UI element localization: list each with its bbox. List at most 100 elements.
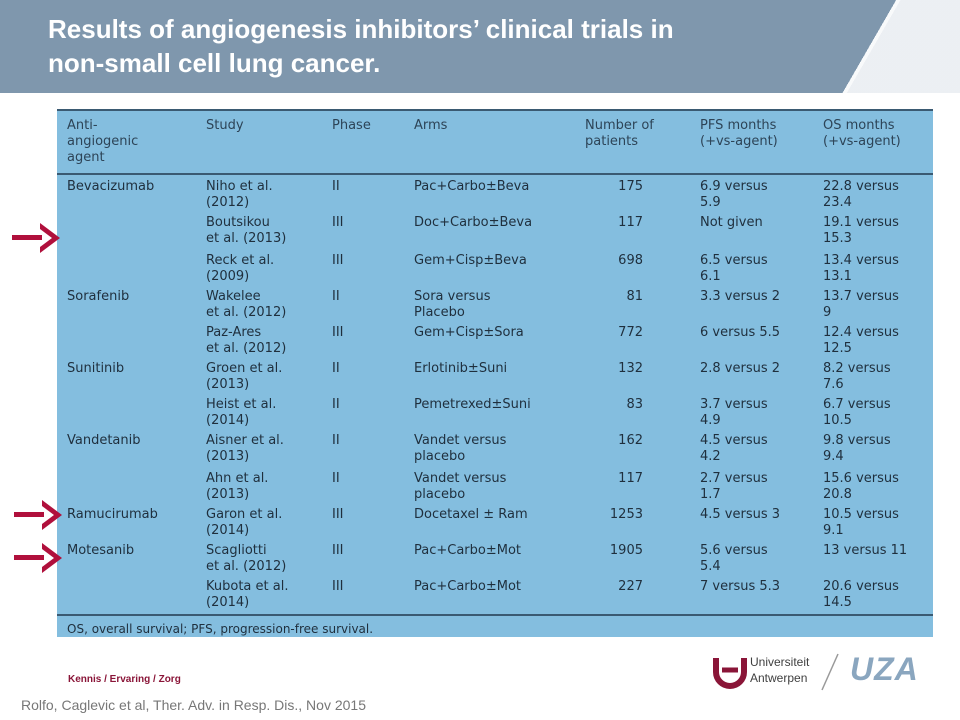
table-cell-arms: Doc+Carbo±Beva	[414, 215, 533, 230]
column-header: Study	[206, 118, 244, 133]
table-cell-os: 13.7 versus 9	[823, 289, 899, 320]
table-cell-phase: II	[332, 397, 340, 412]
tagline: Kennis / Ervaring / Zorg	[68, 674, 181, 685]
table-bottom-rule	[57, 614, 933, 616]
table-cell-phase: II	[332, 179, 340, 194]
table-cell-study: Garon et al. (2014)	[206, 507, 283, 538]
table-cell-study: Aisner et al. (2013)	[206, 433, 284, 464]
uantwerp-emblem-icon	[713, 658, 747, 689]
column-header: Phase	[332, 118, 371, 133]
table-cell-pfs: 2.7 versus 1.7	[700, 471, 768, 502]
table-cell-os: 19.1 versus 15.3	[823, 215, 899, 246]
table-cell-pfs: Not given	[700, 215, 763, 230]
table-cell-pfs: 3.3 versus 2	[700, 289, 781, 304]
table-cell-study: Paz-Ares et al. (2012)	[206, 325, 287, 356]
slide-title: Results of angiogenesis inhibitors’ clin…	[48, 12, 808, 80]
table-cell-study: Kubota et al. (2014)	[206, 579, 289, 610]
table-cell-phase: III	[332, 215, 344, 230]
table-cell-agent: Bevacizumab	[67, 179, 155, 194]
table-cell-os: 9.8 versus 9.4	[823, 433, 891, 464]
table-cell-n: 117	[618, 471, 643, 486]
title-line-2: non-small cell lung cancer.	[48, 48, 381, 78]
table-cell-pfs: 4.5 versus 4.2	[700, 433, 768, 464]
table-cell-arms: Erlotinib±Suni	[414, 361, 508, 376]
table-cell-arms: Vandet versus placebo	[414, 433, 507, 464]
table-cell-pfs: 4.5 versus 3	[700, 507, 781, 522]
table-cell-phase: II	[332, 361, 340, 376]
table-cell-n: 117	[618, 215, 643, 230]
column-header: PFS months (+vs-agent)	[700, 118, 778, 149]
table-cell-study: Groen et al. (2013)	[206, 361, 283, 392]
arrow-marker-boutsikou	[12, 220, 62, 256]
table-cell-pfs: 6.5 versus 6.1	[700, 253, 768, 284]
results-table: Anti- angiogenic agent Study Phase Arms Numb…	[57, 109, 933, 637]
table-footnote: OS, overall survival; PFS, progression-f…	[67, 622, 374, 636]
table-cell-phase: II	[332, 471, 340, 486]
table-cell-n: 698	[618, 253, 643, 268]
table-cell-n: 162	[618, 433, 643, 448]
uza-logo: UZA	[850, 651, 919, 687]
table-cell-n: 83	[626, 397, 643, 412]
table-cell-pfs: 2.8 versus 2	[700, 361, 781, 376]
table-cell-os: 15.6 versus 20.8	[823, 471, 899, 502]
table-cell-arms: Sora versus Placebo	[414, 289, 491, 320]
table-cell-study: Reck et al. (2009)	[206, 253, 275, 284]
title-line-1: Results of angiogenesis inhibitors’ clin…	[48, 14, 674, 44]
table-cell-agent: Sunitinib	[67, 361, 125, 376]
table-cell-os: 22.8 versus 23.4	[823, 179, 899, 210]
table-cell-phase: III	[332, 253, 344, 268]
table-cell-arms: Gem+Cisp±Sora	[414, 325, 524, 340]
table-cell-arms: Vandet versus placebo	[414, 471, 507, 502]
logo-divider	[821, 653, 839, 691]
column-header: Arms	[414, 118, 448, 133]
table-cell-phase: II	[332, 289, 340, 304]
table-cell-agent: Motesanib	[67, 543, 135, 558]
column-header: Anti- angiogenic agent	[67, 118, 139, 165]
table-cell-n: 132	[618, 361, 643, 376]
table-cell-pfs: 5.6 versus 5.4	[700, 543, 768, 574]
table-cell-os: 13 versus 11	[823, 543, 908, 558]
banner-decoration	[800, 0, 960, 93]
table-cell-agent: Vandetanib	[67, 433, 141, 448]
table-cell-arms: Pac+Carbo±Beva	[414, 179, 530, 194]
column-header: OS months (+vs-agent)	[823, 118, 901, 149]
table-cell-phase: III	[332, 543, 344, 558]
table-cell-arms: Pac+Carbo±Mot	[414, 543, 522, 558]
table-cell-study: Niho et al. (2012)	[206, 179, 273, 210]
table-cell-os: 12.4 versus 12.5	[823, 325, 899, 356]
uantwerp-line-2: Antwerpen	[750, 671, 808, 685]
table-cell-study: Boutsikou et al. (2013)	[206, 215, 287, 246]
table-cell-os: 13.4 versus 13.1	[823, 253, 899, 284]
table-cell-phase: II	[332, 433, 340, 448]
table-top-rule	[57, 109, 933, 111]
arrow-marker-ramucirumab	[14, 497, 64, 533]
uantwerp-line-1: Universiteit	[750, 655, 810, 669]
table-cell-os: 20.6 versus 14.5	[823, 579, 899, 610]
table-cell-n: 227	[618, 579, 643, 594]
table-cell-os: 6.7 versus 10.5	[823, 397, 891, 428]
table-cell-arms: Gem+Cisp±Beva	[414, 253, 527, 268]
table-cell-study: Heist et al. (2014)	[206, 397, 277, 428]
table-cell-n: 772	[618, 325, 643, 340]
title-banner	[0, 0, 960, 93]
table-cell-n: 81	[626, 289, 643, 304]
table-cell-pfs: 7 versus 5.3	[700, 579, 781, 594]
citation: Rolfo, Caglevic et al, Ther. Adv. in Res…	[21, 697, 366, 713]
arrow-marker-motesanib	[14, 540, 64, 576]
table-cell-arms: Pac+Carbo±Mot	[414, 579, 522, 594]
table-cell-n: 1905	[609, 543, 643, 558]
table-cell-os: 8.2 versus 7.6	[823, 361, 891, 392]
table-cell-study: Ahn et al. (2013)	[206, 471, 269, 502]
table-cell-phase: III	[332, 507, 344, 522]
table-cell-n: 175	[618, 179, 643, 194]
table-cell-pfs: 6.9 versus 5.9	[700, 179, 768, 210]
table-cell-pfs: 3.7 versus 4.9	[700, 397, 768, 428]
table-cell-study: Scagliotti et al. (2012)	[206, 543, 287, 574]
table-cell-n: 1253	[609, 507, 643, 522]
table-cell-agent: Sorafenib	[67, 289, 130, 304]
column-header: Number of patients	[585, 118, 654, 149]
table-cell-pfs: 6 versus 5.5	[700, 325, 781, 340]
table-cell-study: Wakelee et al. (2012)	[206, 289, 287, 320]
table-cell-arms: Pemetrexed±Suni	[414, 397, 531, 412]
table-cell-phase: III	[332, 579, 344, 594]
